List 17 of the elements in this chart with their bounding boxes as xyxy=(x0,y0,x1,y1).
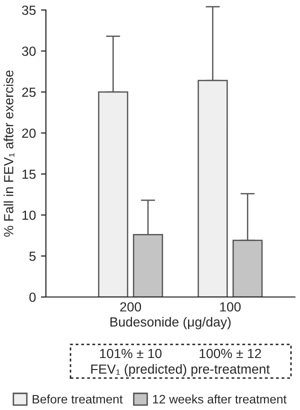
y-tick-label: 10 xyxy=(22,210,36,220)
y-tick-label: 20 xyxy=(22,128,36,138)
y-tick-label: 25 xyxy=(22,88,36,97)
y-tick-label: 15 xyxy=(22,170,36,179)
legend-label: Before treatment xyxy=(32,394,123,404)
y-axis-title: % Fall in FEV₁ after exercise xyxy=(4,70,14,237)
y-tick-label: 0 xyxy=(29,292,36,302)
text: 101% ± 10 xyxy=(100,348,162,358)
text: 100% ± 12 xyxy=(200,348,261,358)
y-tick-label: 35 xyxy=(22,6,36,15)
y-tick-label: 5 xyxy=(29,252,36,261)
y-tick-label: 30 xyxy=(22,46,36,56)
x-tick-label: 100 xyxy=(220,302,241,312)
x-tick-label: 200 xyxy=(120,302,142,312)
legend-label: 12 weeks after treatment xyxy=(153,394,287,404)
text: FEV₁ (predicted) pre-treatment xyxy=(91,364,270,376)
x-axis-title: Budesonide (μg/day) xyxy=(110,316,231,330)
